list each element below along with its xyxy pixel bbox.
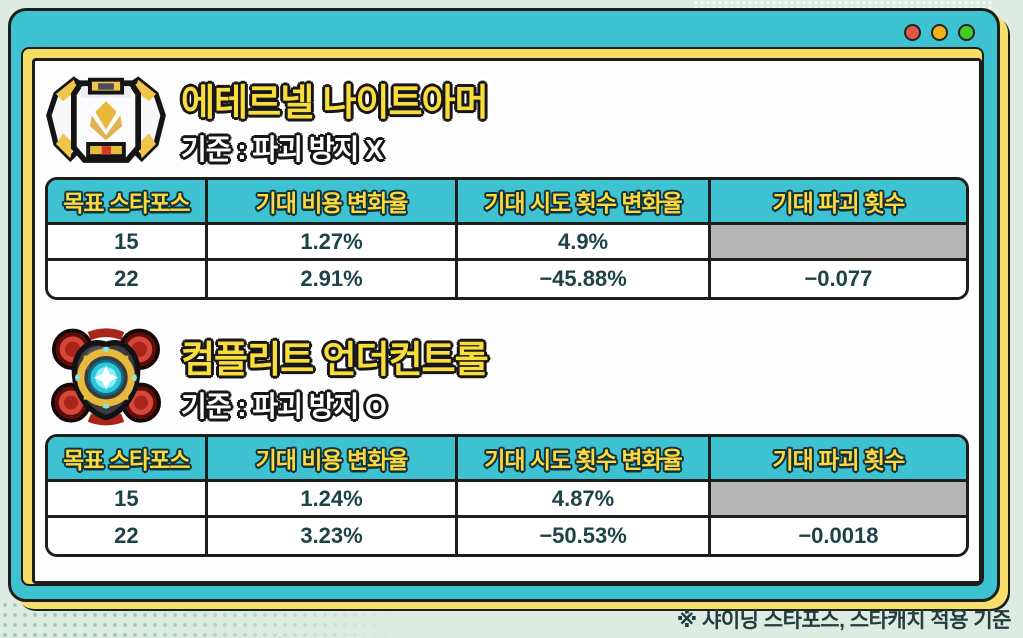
table-cell-destroy-empty xyxy=(710,225,966,261)
table-cell-tries: 4.9% xyxy=(458,225,711,261)
table-cell-destroy-empty xyxy=(710,482,966,518)
section-eternel-titles: 에테르넬 나이트아머 기준 : 파괴 방지 X xyxy=(181,70,489,168)
content-panel: 에테르넬 나이트아머 기준 : 파괴 방지 X 목표 스타포스 기대 비용 변화… xyxy=(32,58,982,584)
content-frame: 에테르넬 나이트아머 기준 : 파괴 방지 X 목표 스타포스 기대 비용 변화… xyxy=(21,47,984,586)
section-title: 에테르넬 나이트아머 xyxy=(181,82,489,123)
section-undercontrol-titles: 컴플리트 언더컨트롤 기준 : 파괴 방지 O xyxy=(181,327,489,425)
halftone-dots-bottom-left xyxy=(0,600,430,638)
eternel-stats-table: 목표 스타포스 기대 비용 변화율 기대 시도 횟수 변화율 기대 파괴 횟수 … xyxy=(45,177,969,300)
table-cell-cost: 1.24% xyxy=(207,482,459,518)
section-title: 컴플리트 언더컨트롤 xyxy=(181,339,489,380)
table-cell-star: 15 xyxy=(48,482,208,518)
column-header-expected-destroy-count: 기대 파괴 횟수 xyxy=(710,437,966,482)
window-maximize-button[interactable] xyxy=(958,23,975,41)
column-header-expected-cost-change: 기대 비용 변화율 xyxy=(207,180,459,225)
window-titlebar xyxy=(11,11,997,47)
window-close-button[interactable] xyxy=(904,23,921,41)
table-cell-tries: 4.87% xyxy=(458,482,711,518)
section-subtitle: 기준 : 파괴 방지 O xyxy=(181,391,387,422)
table-cell-tries: −50.53% xyxy=(458,518,711,554)
column-header-target-starforce: 목표 스타포스 xyxy=(48,437,208,482)
table-cell-star: 22 xyxy=(48,518,208,554)
table-cell-cost: 3.23% xyxy=(207,518,459,554)
table-cell-destroy: −0.077 xyxy=(710,261,966,297)
column-header-expected-tries-change: 기대 시도 횟수 변화율 xyxy=(458,180,711,225)
table-cell-star: 22 xyxy=(48,261,208,297)
table-cell-tries: −45.88% xyxy=(458,261,711,297)
column-header-expected-cost-change: 기대 비용 변화율 xyxy=(207,437,459,482)
section-subtitle: 기준 : 파괴 방지 X xyxy=(181,134,384,165)
column-header-expected-tries-change: 기대 시도 횟수 변화율 xyxy=(458,437,711,482)
column-header-expected-destroy-count: 기대 파괴 횟수 xyxy=(710,180,966,225)
undercontrol-stats-table: 목표 스타포스 기대 비용 변화율 기대 시도 횟수 변화율 기대 파괴 횟수 … xyxy=(45,434,969,557)
table-cell-cost: 2.91% xyxy=(207,261,459,297)
window-minimize-button[interactable] xyxy=(931,23,948,41)
table-cell-star: 15 xyxy=(48,225,208,261)
eternel-knight-armor-icon xyxy=(46,76,166,163)
column-header-target-starforce: 목표 스타포스 xyxy=(48,180,208,225)
section-undercontrol-header: 컴플리트 언더컨트롤 기준 : 파괴 방지 O xyxy=(45,324,971,428)
app-window: 에테르넬 나이트아머 기준 : 파괴 방지 X 목표 스타포스 기대 비용 변화… xyxy=(8,8,1000,602)
complete-under-control-icon xyxy=(50,328,162,426)
table-cell-destroy: −0.0018 xyxy=(710,518,966,554)
section-eternel-header: 에테르넬 나이트아머 기준 : 파괴 방지 X xyxy=(45,67,971,171)
footer-note: ※ 샤이닝 스타포스, 스타캐치 적용 기준 xyxy=(676,609,1012,632)
table-cell-cost: 1.27% xyxy=(207,225,459,261)
